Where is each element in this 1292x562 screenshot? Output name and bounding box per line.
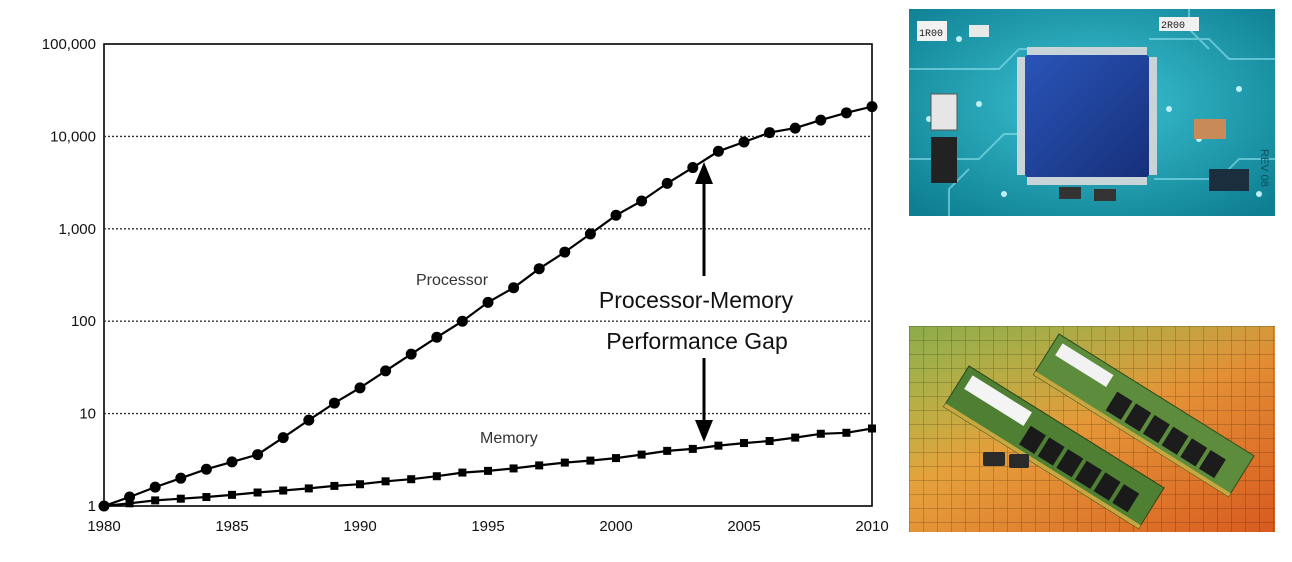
memory-point bbox=[253, 488, 262, 497]
x-tick-label: 2000 bbox=[599, 518, 632, 535]
capacitors bbox=[917, 17, 1249, 201]
gap-label-line2: Performance Gap bbox=[606, 328, 788, 354]
memory-point bbox=[176, 494, 185, 503]
x-tick-label: 1985 bbox=[215, 518, 248, 535]
processor-point bbox=[149, 481, 161, 493]
memory-point bbox=[586, 456, 595, 465]
memory-point bbox=[765, 437, 774, 446]
processor-point bbox=[559, 246, 571, 258]
memory-point bbox=[330, 481, 339, 490]
y-tick-label: 1 bbox=[88, 498, 96, 515]
memory-point bbox=[279, 486, 288, 495]
plot-frame bbox=[103, 43, 873, 507]
processor-point bbox=[226, 456, 238, 468]
memory-point bbox=[407, 475, 416, 484]
ram-module-back bbox=[1032, 333, 1255, 498]
gap-annotation: Processor-Memory Performance Gap bbox=[599, 162, 794, 442]
x-tick-label: 2010 bbox=[855, 518, 888, 535]
processor-point bbox=[328, 397, 340, 409]
memory-point bbox=[151, 496, 160, 505]
memory-modules-photo bbox=[909, 326, 1275, 532]
y-tick-label: 10 bbox=[79, 406, 96, 423]
memory-point bbox=[535, 461, 544, 470]
x-tick-label: 1995 bbox=[471, 518, 504, 535]
processor-point bbox=[405, 348, 417, 360]
y-tick-label: 100 bbox=[71, 313, 96, 330]
memory-point bbox=[458, 468, 467, 477]
processor-point bbox=[533, 263, 545, 275]
grid-layer bbox=[104, 135, 872, 415]
x-tick-label: 1990 bbox=[343, 518, 376, 535]
memory-point bbox=[304, 484, 313, 493]
memory-point bbox=[816, 429, 825, 438]
processor-point bbox=[252, 449, 264, 461]
memory-point bbox=[740, 439, 748, 448]
processor-point bbox=[200, 463, 212, 475]
board-silkscreen-rev: REV 08 bbox=[1258, 149, 1270, 187]
processor-point bbox=[738, 136, 750, 148]
memory-point bbox=[688, 444, 697, 453]
processor-point bbox=[789, 122, 801, 134]
memory-series-label: Memory bbox=[480, 430, 538, 447]
processor-point bbox=[687, 162, 699, 174]
processor-series-label: Processor bbox=[416, 272, 489, 289]
processor-point bbox=[303, 414, 315, 426]
processor-point bbox=[380, 365, 392, 377]
chip-pins bbox=[1017, 47, 1157, 185]
memory-point bbox=[202, 493, 211, 502]
processor-point bbox=[175, 472, 187, 484]
memory-point bbox=[356, 480, 364, 489]
processor-point bbox=[712, 145, 724, 157]
memory-point bbox=[714, 441, 723, 450]
x-tick-labels: 1980 1985 1990 1995 2000 2005 2010 bbox=[87, 518, 888, 535]
gap-arrow-up-head bbox=[695, 162, 713, 184]
y-tick-label: 1,000 bbox=[58, 221, 96, 238]
ram-module-front bbox=[942, 365, 1165, 530]
memory-point bbox=[381, 477, 390, 486]
memory-point bbox=[432, 472, 441, 481]
processor-point bbox=[661, 177, 673, 189]
memory-point bbox=[612, 454, 620, 463]
x-tick-label: 1980 bbox=[87, 518, 120, 535]
loose-memory-chips bbox=[983, 452, 1029, 468]
memory-point bbox=[842, 428, 851, 437]
memory-point bbox=[637, 450, 646, 459]
processor-point bbox=[815, 114, 827, 126]
memory-point bbox=[100, 502, 108, 510]
processor-point bbox=[431, 331, 443, 343]
processor-point bbox=[277, 432, 289, 444]
memory-point bbox=[509, 464, 518, 473]
memory-point bbox=[560, 458, 569, 467]
x-tick-label: 2005 bbox=[727, 518, 760, 535]
processor-chip bbox=[1025, 55, 1149, 177]
processor-point bbox=[482, 296, 494, 308]
memory-point bbox=[663, 446, 672, 455]
processor-point bbox=[508, 282, 520, 294]
y-tick-label: 100,000 bbox=[42, 36, 96, 53]
memory-point bbox=[484, 466, 492, 475]
memory-point bbox=[125, 499, 134, 508]
series-layer bbox=[98, 101, 878, 512]
gap-arrow-down-head bbox=[695, 420, 713, 442]
processor-point bbox=[610, 209, 622, 221]
processor-point bbox=[866, 101, 878, 113]
processor-point bbox=[584, 228, 596, 240]
board-silkscreen-2r00: 2R00 bbox=[1161, 21, 1185, 32]
processor-point bbox=[456, 315, 468, 327]
memory-point bbox=[791, 433, 800, 442]
board-silkscreen-1r00: 1R00 bbox=[919, 29, 943, 40]
processor-point bbox=[354, 382, 366, 394]
memory-point bbox=[228, 490, 236, 499]
y-tick-labels: 1 10 100 1,000 10,000 100,000 bbox=[42, 36, 96, 515]
processor-point bbox=[636, 195, 648, 207]
performance-gap-chart: 1 10 100 1,000 10,000 100,000 1980 1985 1990 199… bbox=[42, 36, 889, 535]
processor-point bbox=[840, 107, 852, 119]
processor-point bbox=[764, 127, 776, 139]
gap-label-line1: Processor-Memory bbox=[599, 287, 794, 313]
memory-point bbox=[868, 424, 876, 433]
y-tick-label: 10,000 bbox=[50, 128, 96, 145]
cpu-board-photo: 1R00 2R00 REV 08 bbox=[909, 9, 1275, 216]
